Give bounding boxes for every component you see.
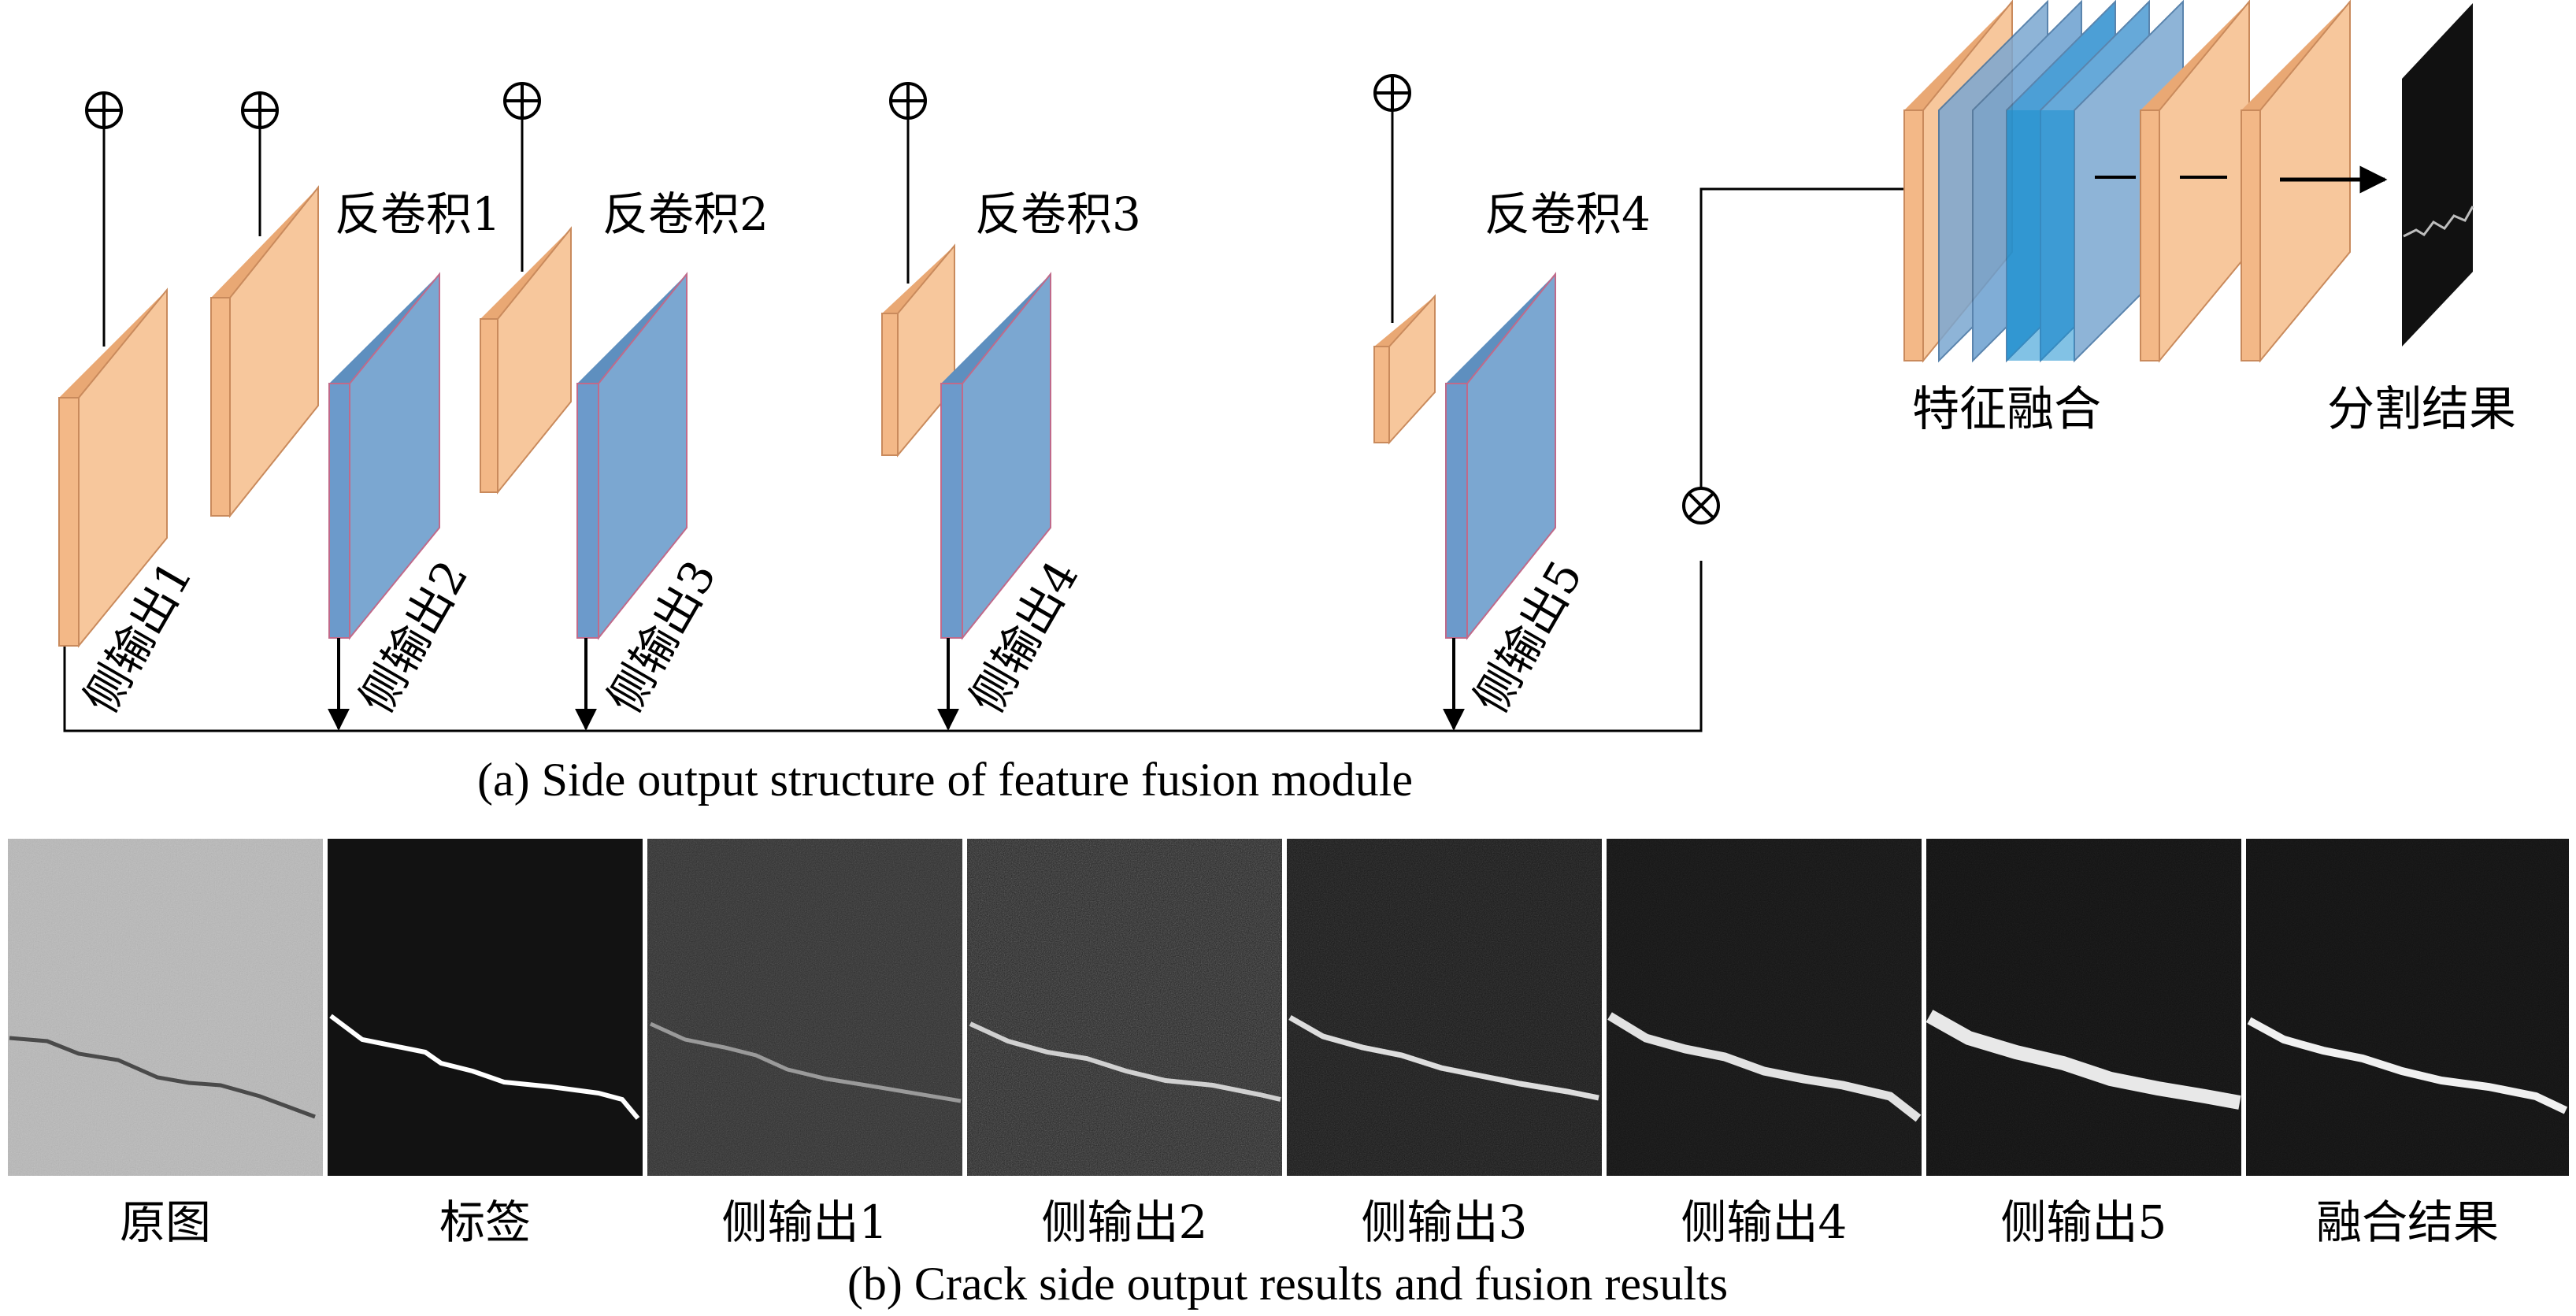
image-label-side-output-2: 侧输出2 bbox=[1042, 1196, 1208, 1249]
caption-a: (a) Side output structure of feature fus… bbox=[477, 754, 1413, 806]
image-side-output-2 bbox=[967, 839, 1282, 1176]
deconv-2-block bbox=[480, 226, 572, 495]
feature-fusion-diagram: 反卷积1 反卷积2 bbox=[58, 0, 2516, 806]
result-label: 分割结果 bbox=[2327, 382, 2516, 437]
feature-fusion-stack bbox=[1903, 0, 2388, 363]
add-node-4 bbox=[889, 82, 927, 120]
image-label-side-output-4: 侧输出4 bbox=[1681, 1196, 1848, 1249]
image-side-output-1 bbox=[647, 839, 962, 1176]
add-node-1 bbox=[85, 91, 123, 129]
caption-b: (b) Crack side output results and fusion… bbox=[847, 1258, 1728, 1310]
deconv-4-label: 反卷积4 bbox=[1484, 187, 1651, 241]
image-original bbox=[8, 839, 323, 1176]
image-side-output-4 bbox=[1607, 839, 1922, 1176]
segmentation-result-image bbox=[2402, 3, 2474, 347]
side-output-1-block bbox=[58, 287, 168, 648]
image-label-fusion: 融合结果 bbox=[2316, 1196, 2499, 1249]
image-label bbox=[328, 839, 643, 1176]
deconv-2-label: 反卷积2 bbox=[602, 187, 769, 241]
deconv-4-block bbox=[1373, 294, 1436, 445]
add-node-2 bbox=[241, 91, 279, 129]
multiply-node bbox=[1682, 487, 1720, 525]
image-label-side-output-5: 侧输出5 bbox=[2001, 1196, 2167, 1249]
image-label-side-output-1: 侧输出1 bbox=[722, 1196, 888, 1249]
image-label-label: 标签 bbox=[439, 1196, 531, 1249]
side-output-5-block bbox=[1445, 272, 1556, 640]
side-output-2-block bbox=[328, 272, 440, 640]
bottom-bus-line bbox=[63, 561, 1703, 732]
side-output-4-block bbox=[940, 272, 1051, 640]
fusion-label: 特征融合 bbox=[1912, 382, 2101, 437]
deconv-3-label: 反卷积3 bbox=[975, 187, 1141, 241]
image-side-output-5 bbox=[1926, 839, 2241, 1176]
fusion-feed-line bbox=[1699, 187, 1904, 504]
image-label-original: 原图 bbox=[120, 1196, 211, 1249]
add-node-5 bbox=[1373, 74, 1411, 112]
image-fusion-result bbox=[2246, 839, 2569, 1176]
crack-results-strip: 原图 标签 侧输出1 侧输出2 侧输出3 侧输出4 侧输出5 融合结果 (b) … bbox=[8, 839, 2569, 1310]
image-side-output-3 bbox=[1287, 839, 1602, 1176]
deconv-1-block bbox=[210, 185, 319, 518]
add-node-3 bbox=[503, 82, 541, 120]
side-output-3-block bbox=[576, 272, 688, 640]
deconv-1-label: 反卷积1 bbox=[335, 187, 501, 241]
image-label-side-output-3: 侧输出3 bbox=[1362, 1196, 1528, 1249]
